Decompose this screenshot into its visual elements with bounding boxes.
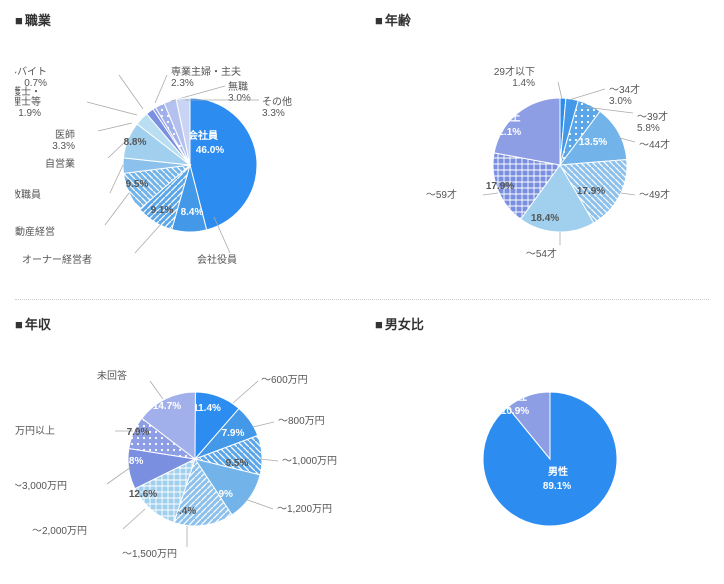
svg-text:0.7%: 0.7% (24, 78, 47, 89)
age-pie: 29才以下1.4% ～34才3.0% ～39才5.8% 13.5% ～44才 17.9% ～… (375, 35, 715, 265)
svg-text:～54才: ～54才 (526, 247, 557, 260)
svg-text:女性: 女性 (507, 390, 527, 403)
svg-text:1.9%: 1.9% (18, 108, 41, 119)
svg-text:未回答: 未回答 (97, 369, 127, 382)
svg-text:3.3%: 3.3% (262, 108, 285, 119)
svg-text:46.0%: 46.0% (196, 145, 224, 156)
svg-text:9.5%: 9.5% (126, 179, 149, 190)
svg-text:会社役員: 会社役員 (197, 253, 237, 266)
svg-text:7.9%: 7.9% (222, 428, 245, 439)
svg-text:29才以下: 29才以下 (494, 65, 535, 78)
svg-text:パート・アルバイト: パート・アルバイト (15, 66, 47, 78)
occupation-pie: 46.0% 会社員 8.4% 会社役員 9.1% オーナー経営者 9.5% 不動産経営 公務員・… (15, 35, 355, 275)
svg-text:無職: 無職 (228, 80, 248, 93)
svg-text:10.9%: 10.9% (501, 406, 529, 417)
svg-text:7.9%: 7.9% (127, 427, 150, 438)
svg-text:～1,500万円: ～1,500万円 (122, 549, 177, 560)
svg-text:11.4%: 11.4% (193, 403, 221, 414)
svg-text:～600万円: ～600万円 (261, 375, 308, 386)
svg-text:会計士・税理士等: 会計士・税理士等 (15, 95, 41, 108)
age-chart: 年齢 29才以下1.4% ～34才3.0% ～39才5.8% 13.5% ～44才 17.… (375, 10, 715, 275)
svg-text:8.8%: 8.8% (124, 137, 147, 148)
gender-pie: 89.1% 男性 10.9% 女性 (375, 339, 715, 564)
svg-text:9.1%: 9.1% (151, 205, 174, 216)
gender-title: 男女比 (375, 314, 715, 333)
occupation-chart: 職業 46.0% 会社員 8.4% 会社役員 9.1% オーナー経営者 9.5% 不動産経営 公… (15, 10, 355, 275)
svg-text:～34才: ～34才 (609, 83, 640, 96)
svg-text:2.3%: 2.3% (171, 78, 194, 89)
svg-text:～49才: ～49才 (639, 188, 670, 201)
svg-text:～39才: ～39才 (637, 110, 668, 123)
svg-text:公務員・教職員: 公務員・教職員 (15, 188, 41, 201)
svg-text:～1,200万円: ～1,200万円 (277, 504, 332, 515)
svg-text:～1,000万円: ～1,000万円 (282, 456, 337, 467)
svg-text:～2,000万円: ～2,000万円 (32, 526, 87, 537)
svg-text:～3,000万円: ～3,000万円 (15, 481, 67, 492)
svg-text:自営業: 自営業 (45, 157, 75, 170)
svg-text:オーナー経営者: オーナー経営者 (22, 253, 92, 266)
svg-text:専業主婦・主夫: 専業主婦・主夫 (171, 65, 241, 78)
svg-text:5.8%: 5.8% (637, 123, 660, 134)
svg-text:医師: 医師 (55, 128, 75, 141)
svg-text:89.1%: 89.1% (543, 481, 571, 492)
svg-text:～59才: ～59才 (426, 188, 457, 201)
divider (15, 299, 709, 300)
svg-text:3,000万円以上: 3,000万円以上 (15, 425, 55, 437)
svg-text:17.9%: 17.9% (577, 186, 605, 197)
svg-text:9.8%: 9.8% (121, 456, 144, 467)
svg-text:18.4%: 18.4% (531, 213, 559, 224)
svg-text:60才以上: 60才以上 (479, 111, 520, 124)
gender-chart: 男女比 89.1% 男性 10.9% 女性 (375, 314, 715, 564)
svg-text:14.7%: 14.7% (153, 401, 181, 412)
svg-text:12.6%: 12.6% (129, 489, 157, 500)
svg-text:3.0%: 3.0% (609, 96, 632, 107)
income-pie: 11.4%～600万円7.9%～800万円9.5%～1,000万円11.9%～1… (15, 339, 355, 564)
svg-text:その他: その他 (262, 95, 292, 108)
svg-text:13.5%: 13.5% (579, 137, 607, 148)
svg-text:1.4%: 1.4% (512, 78, 535, 89)
svg-text:22.1%: 22.1% (493, 127, 521, 138)
svg-text:3.0%: 3.0% (228, 93, 251, 104)
svg-text:会社員: 会社員 (188, 129, 218, 142)
income-title: 年収 (15, 314, 355, 333)
svg-text:17.9%: 17.9% (486, 181, 514, 192)
income-chart: 年収 11.4%～600万円7.9%～800万円9.5%～1,000万円11.9… (15, 314, 355, 564)
svg-text:3.3%: 3.3% (52, 141, 75, 152)
svg-text:不動産経営: 不動産経営 (15, 225, 55, 238)
svg-text:～44才: ～44才 (639, 138, 670, 151)
occupation-title: 職業 (15, 10, 355, 29)
svg-text:～800万円: ～800万円 (278, 416, 325, 427)
svg-text:男性: 男性 (548, 465, 568, 478)
age-title: 年齢 (375, 10, 715, 29)
svg-text:8.4%: 8.4% (181, 207, 204, 218)
